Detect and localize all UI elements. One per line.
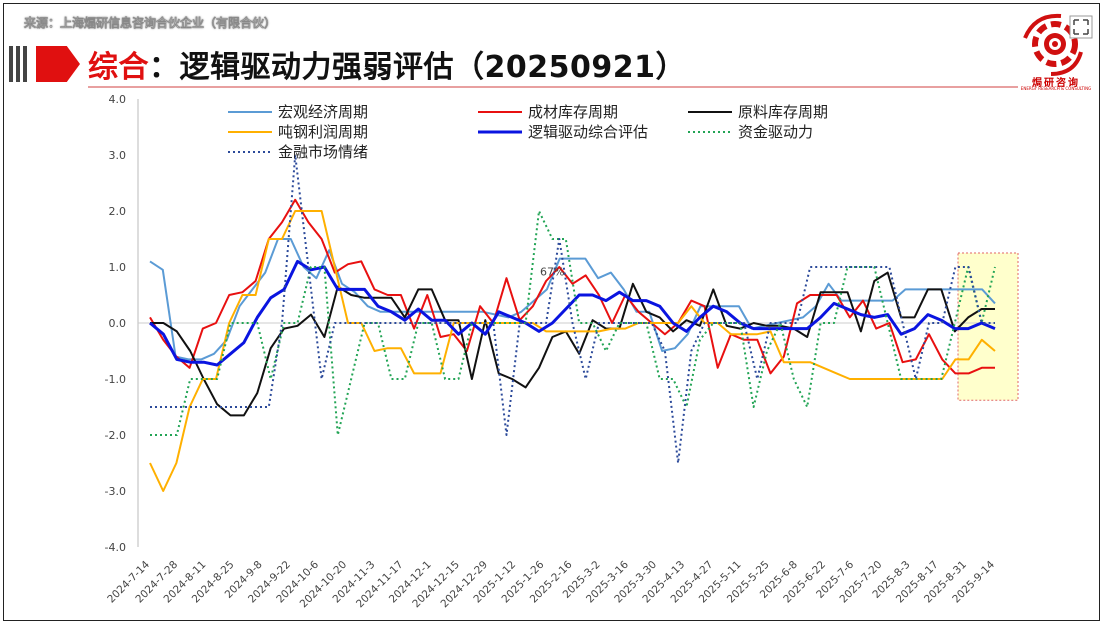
title-highlight: 综合 [88,50,149,85]
company-logo [1023,13,1093,76]
legend-label: 宏观经济周期 [278,103,368,121]
series-line-5 [150,210,996,436]
title-rest: ：逻辑驱动力强弱评估（20250921） [149,50,686,85]
legend-label: 资金驱动力 [738,123,813,141]
title-bar-deco [16,46,20,82]
legend-label: 原料库存周期 [738,103,828,121]
legend-label: 金融市场情绪 [278,143,368,161]
y-tick-label: 1.0 [109,261,127,274]
title-bar-deco [9,46,13,82]
y-tick-label: -1.0 [105,373,126,386]
series-line-6 [150,154,995,464]
legend-label: 吨钢利润周期 [278,123,368,141]
title-divider [88,86,1018,88]
y-tick-label: 4.0 [109,93,127,106]
y-tick-label: -3.0 [105,485,126,498]
legend-label: 成材库存周期 [528,103,618,121]
y-tick-label: -4.0 [105,541,126,554]
legend-label: 逻辑驱动综合评估 [528,123,648,141]
y-tick-label: 3.0 [109,149,127,162]
chart-annotation: 67% [540,265,564,278]
y-tick-label: -2.0 [105,429,126,442]
series-line-4 [149,259,996,367]
logo-name: 焗研咨询 [1032,78,1080,89]
source-banner: 来源：上海煏研信息咨询合伙企业（有限合伙） [4,4,334,34]
y-tick-label: 0.0 [109,317,127,330]
series-line-0 [149,238,996,361]
title-bar-deco [23,46,27,82]
logo-subtitle: ENERGY RESEARCH & CONSULTING [1020,86,1092,91]
page-title: 综合：逻辑驱动力强弱评估（20250921） [88,42,686,86]
source-text: 来源：上海煏研信息咨询合伙企业（有限合伙） [24,16,277,30]
y-tick-label: 2.0 [109,205,127,218]
